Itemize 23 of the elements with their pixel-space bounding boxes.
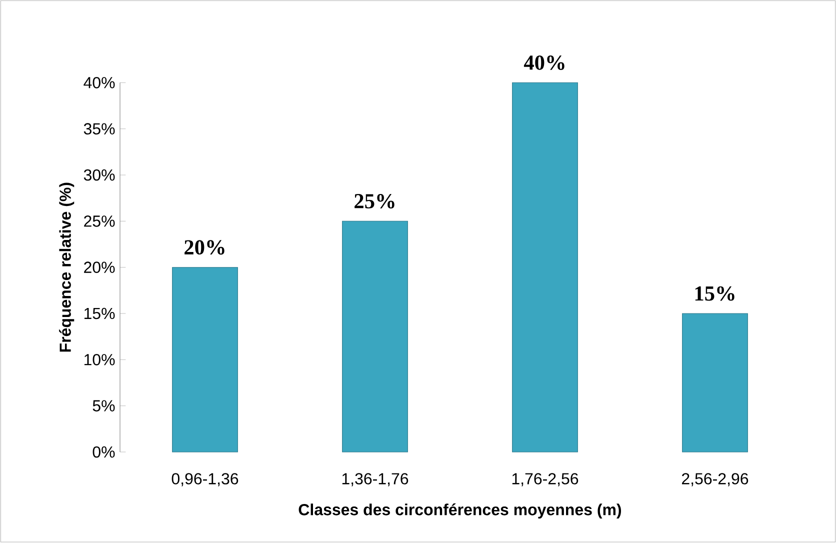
y-tick-label: 5% (92, 400, 115, 412)
bar (172, 267, 238, 452)
y-tick-label: 25% (84, 216, 115, 227)
y-tick-label: 15% (84, 308, 115, 320)
y-tick-label: 40% (84, 77, 115, 88)
y-tick-label: 30% (84, 170, 115, 181)
x-tick-label: 2,56-2,96 (682, 473, 748, 486)
y-axis-title: Fréquence relative (%) (59, 182, 74, 352)
data-label: 40% (524, 56, 564, 70)
x-tick-label: 0,96-1,36 (172, 473, 238, 486)
data-label: 15% (695, 286, 734, 301)
data-label: 20% (184, 240, 224, 255)
bar (682, 313, 748, 452)
bar (512, 82, 578, 452)
y-tick-label: 20% (84, 262, 115, 274)
x-tick-label: 1,76-2,56 (512, 473, 578, 486)
data-label: 25% (354, 194, 394, 209)
x-tick-label: 1,36-1,76 (342, 473, 408, 486)
bar (342, 221, 408, 452)
y-tick-label: 10% (84, 354, 115, 366)
y-tick-label: 0% (92, 446, 115, 458)
x-axis-title: Classes des circonférences moyennes (m) (298, 504, 622, 519)
y-tick-label: 35% (84, 123, 115, 135)
